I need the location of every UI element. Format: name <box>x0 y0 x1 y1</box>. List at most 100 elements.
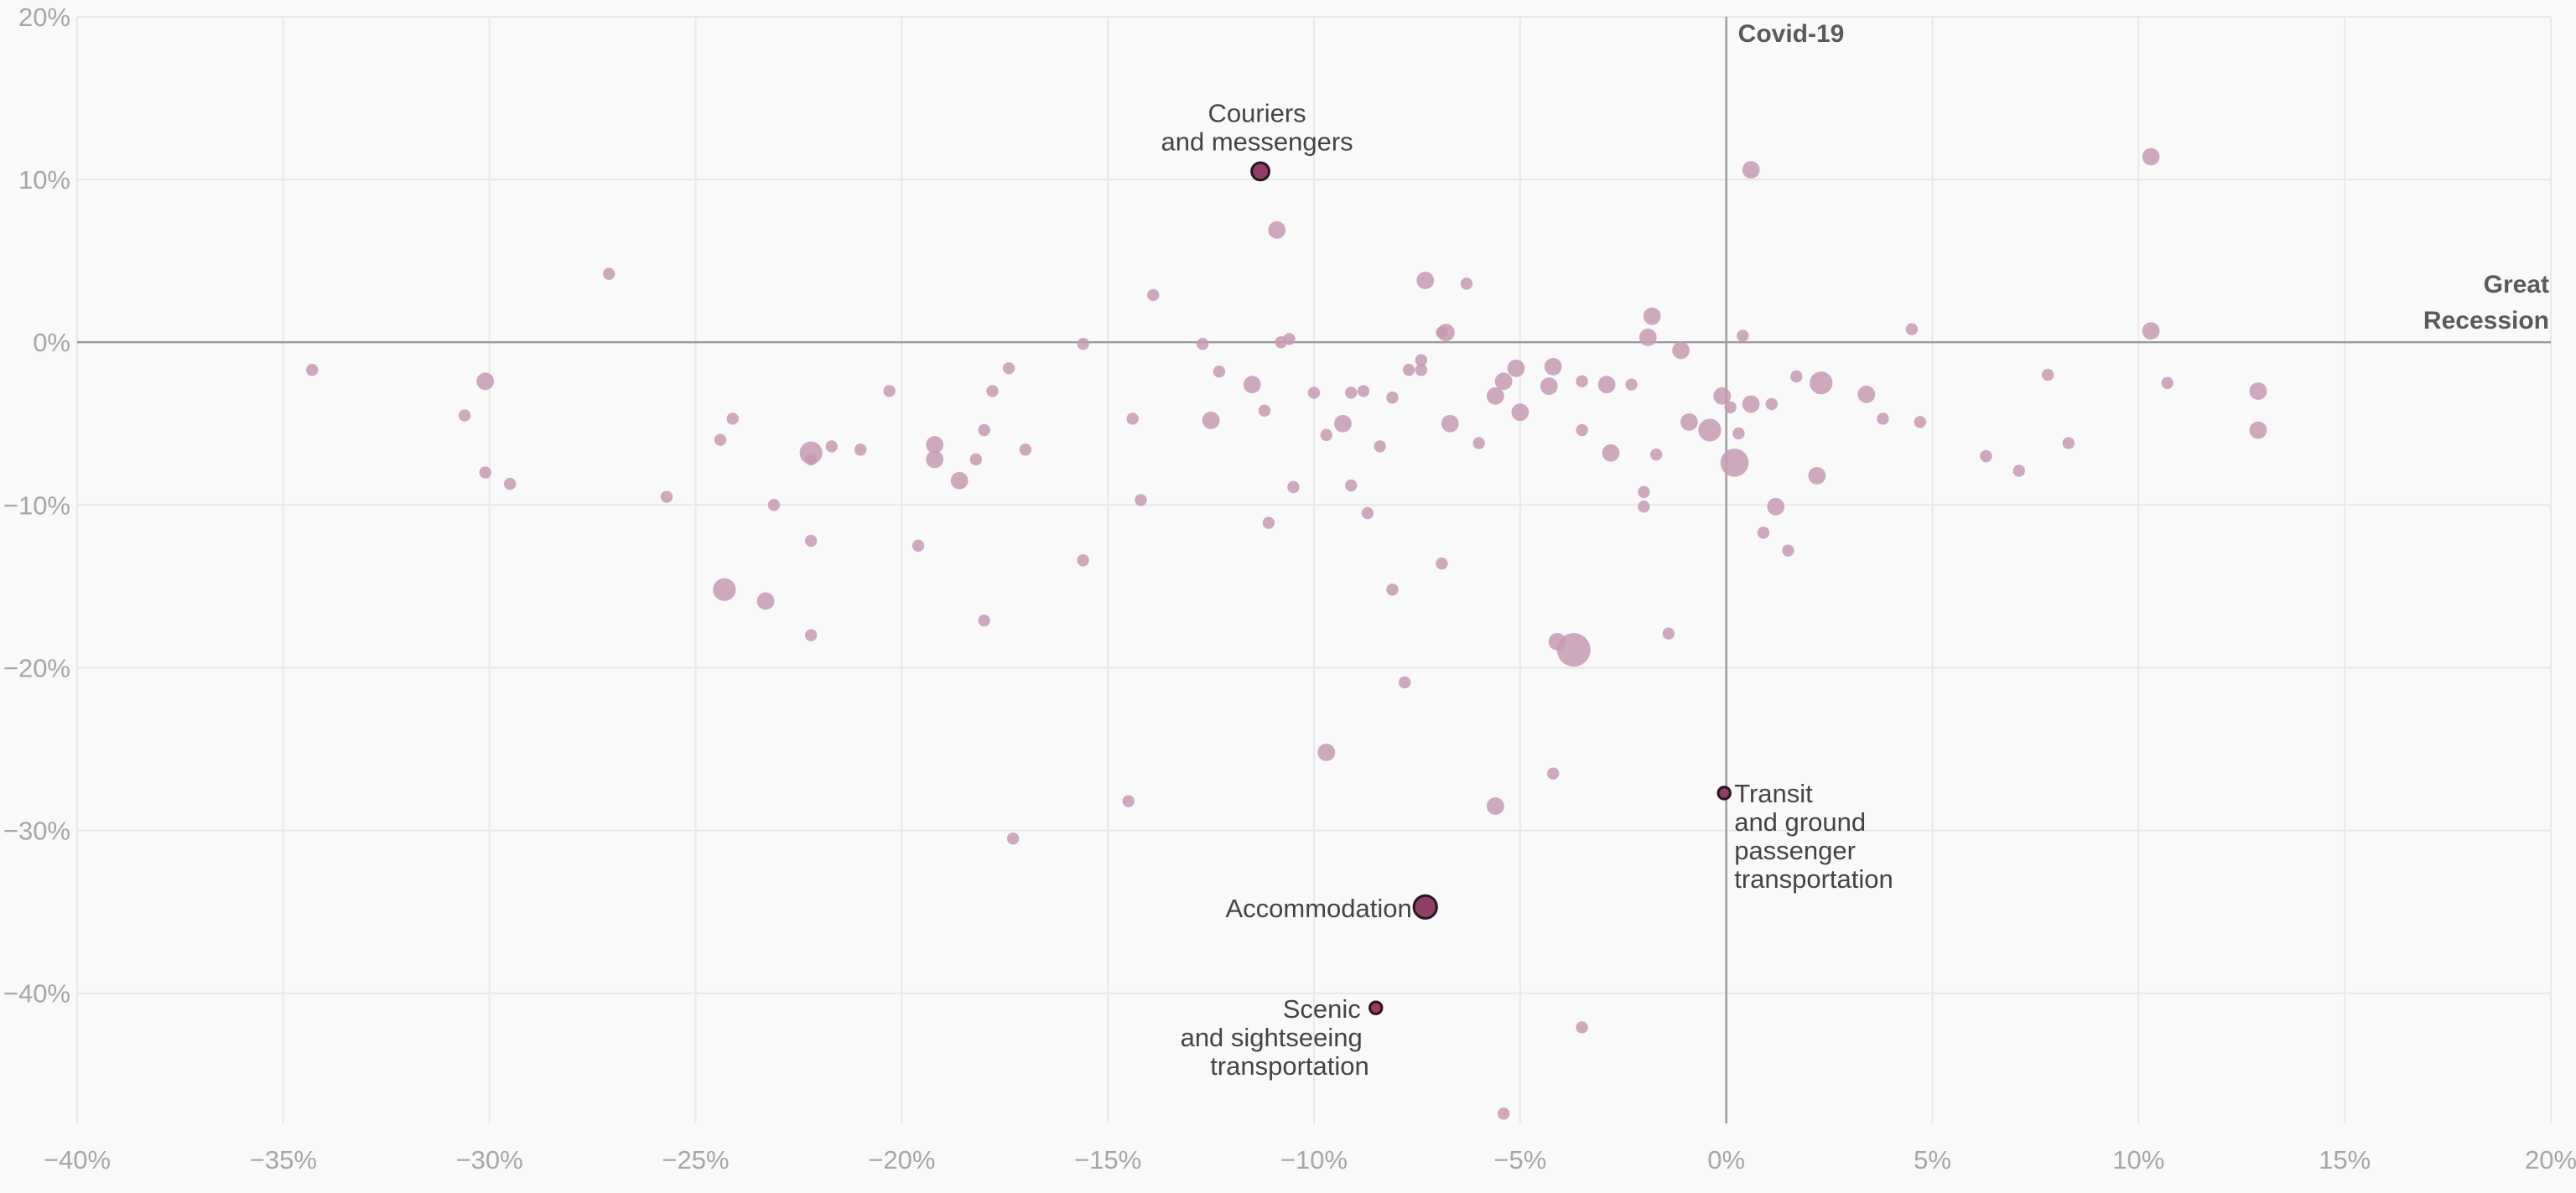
data-point <box>1243 376 1261 394</box>
data-point <box>950 471 969 490</box>
annotation-label-line: transportation <box>1210 1051 1369 1081</box>
data-point <box>1810 371 1833 395</box>
data-point <box>1713 386 1732 405</box>
data-point <box>714 433 727 446</box>
data-point <box>911 539 925 552</box>
data-point <box>1546 767 1560 780</box>
data-point <box>1345 479 1358 492</box>
data-point <box>1357 385 1370 397</box>
data-point <box>1472 437 1485 449</box>
data-point <box>1698 418 1722 442</box>
data-point <box>1415 364 1428 376</box>
data-point <box>1790 370 1803 383</box>
annotation-label-line: Transit <box>1734 779 1813 808</box>
data-point <box>1625 378 1638 391</box>
data-point <box>1765 397 1778 411</box>
data-point <box>1345 386 1358 399</box>
data-point <box>804 534 818 547</box>
annotation-label-line: transportation <box>1734 864 1893 894</box>
x-tick-label: −5% <box>1493 1145 1546 1175</box>
data-point <box>767 499 781 511</box>
data-point <box>825 440 838 453</box>
data-point <box>1576 423 1588 437</box>
data-point <box>2012 464 2025 477</box>
data-point <box>713 578 736 601</box>
data-point <box>1307 386 1321 399</box>
highlighted-data-point <box>1368 1000 1384 1015</box>
x-tick-label: −25% <box>662 1145 729 1175</box>
data-point <box>1320 428 1332 442</box>
data-point <box>1742 161 1760 179</box>
data-point <box>1672 341 1690 360</box>
reference-lines: Covid-19 Great Recession <box>77 17 2551 1123</box>
data-point <box>854 443 867 456</box>
data-point <box>1258 404 1271 417</box>
data-point <box>476 372 495 391</box>
data-point <box>1767 497 1785 516</box>
data-point <box>804 629 818 641</box>
highlighted-data-point <box>1716 786 1732 801</box>
data-point <box>1126 412 1139 425</box>
data-point <box>1415 354 1428 366</box>
x-tick-label: −20% <box>868 1145 935 1175</box>
x-tick-label: 10% <box>2112 1145 2164 1175</box>
data-point <box>1283 333 1296 345</box>
data-point <box>986 385 999 397</box>
data-point <box>1402 364 1415 376</box>
data-point <box>1980 449 1992 463</box>
y-axis-ticks: 20% 10% 0% −10% −20% −30% −40% <box>3 3 70 1009</box>
data-point <box>1386 392 1399 404</box>
grid <box>76 16 2552 1123</box>
data-point <box>1737 329 1749 342</box>
annotation-label-line: Accommodation <box>1225 894 1411 923</box>
data-point <box>2062 437 2075 449</box>
x-tick-label: 15% <box>2319 1145 2371 1175</box>
data-point <box>1122 795 1135 807</box>
data-point <box>1213 365 1226 378</box>
data-point <box>2041 368 2054 381</box>
data-point <box>1317 744 1336 761</box>
annotation-label-line: Couriers <box>1208 98 1306 127</box>
data-point <box>1002 362 1015 375</box>
data-point <box>1680 412 1698 431</box>
data-point <box>926 450 944 469</box>
x-tick-label: 20% <box>2525 1145 2576 1175</box>
data-point <box>660 490 673 503</box>
y-tick-label: −10% <box>3 490 70 520</box>
data-point <box>1724 401 1737 414</box>
data-point <box>1556 633 1591 667</box>
x-tick-label: −40% <box>44 1145 111 1175</box>
data-point <box>1540 377 1558 396</box>
data-point <box>1639 329 1657 346</box>
annotation-label-line: and ground <box>1734 807 1866 837</box>
data-point <box>726 412 739 425</box>
data-point <box>603 267 615 280</box>
x-tick-label: −30% <box>456 1145 523 1175</box>
data-point <box>978 423 990 437</box>
y-tick-label: 0% <box>33 328 70 357</box>
data-point <box>1544 357 1562 376</box>
data-point <box>1638 485 1650 499</box>
data-point <box>1720 449 1749 477</box>
y-tick-label: 20% <box>18 3 70 32</box>
data-point <box>1742 395 1760 413</box>
data-point <box>1511 403 1530 422</box>
data-point <box>504 477 517 490</box>
x-axis-ticks: −40% −35% −30% −25% −20% −15% −10% −5% 0% 5% 10% 15… <box>44 1145 2576 1175</box>
data-point <box>1287 480 1300 494</box>
data-point <box>1147 288 1160 302</box>
data-point <box>1732 427 1745 440</box>
highlighted-data-point <box>1412 894 1438 920</box>
data-point <box>1416 272 1435 289</box>
data-point <box>1486 386 1504 405</box>
x-tick-label: 5% <box>1914 1145 1951 1175</box>
annotation-label-line: Scenic <box>1283 994 1361 1024</box>
annotation-label-line: and sightseeing <box>1181 1023 1363 1052</box>
data-point <box>1436 324 1455 341</box>
data-point <box>1197 337 1209 350</box>
data-point <box>1507 359 1525 377</box>
x-tick-label: −10% <box>1280 1145 1348 1175</box>
data-point <box>1268 220 1286 239</box>
data-point <box>479 466 491 479</box>
